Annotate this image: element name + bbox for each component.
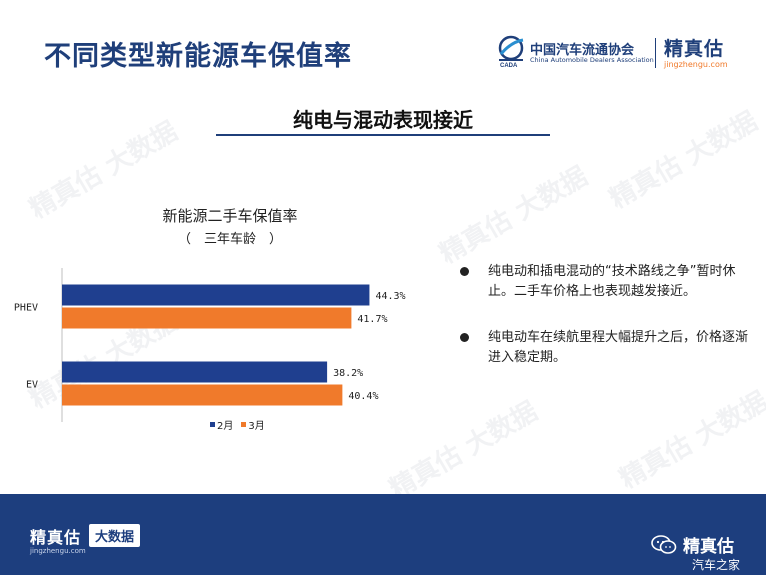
legend-item-mar: 3月 bbox=[241, 417, 265, 432]
bullet-dot-icon bbox=[460, 333, 469, 342]
chart-legend: 2月 3月 bbox=[210, 417, 265, 432]
watermark: 精真估 大数据 bbox=[434, 161, 593, 270]
bar-ev-s0 bbox=[62, 361, 328, 383]
wechat-label: 精真估 bbox=[683, 537, 734, 557]
jzg-name: 精真估 bbox=[664, 38, 725, 60]
wechat-icon bbox=[651, 534, 677, 554]
legend-label-feb: 2月 bbox=[217, 421, 234, 432]
bullet-list: 纯电动和插电混动的“技术路线之争”暂时休止。二手车价格上也表现越发接近。 纯电动… bbox=[460, 262, 750, 394]
footer-logo-name: 精真估 bbox=[30, 528, 82, 547]
bar-phev-s0 bbox=[62, 284, 370, 306]
watermark: 精真估 大数据 bbox=[604, 106, 763, 215]
jzg-url: jingzhengu.com bbox=[664, 60, 728, 69]
bullet-item: 纯电动和插电混动的“技术路线之争”暂时休止。二手车价格上也表现越发接近。 bbox=[460, 262, 750, 302]
footer-logo: 精真估 jingzhengu.com bbox=[30, 524, 86, 555]
legend-label-mar: 3月 bbox=[248, 421, 265, 432]
chart-subtitle: （ 三年车龄 ） bbox=[177, 232, 282, 247]
data-label: 41.7% bbox=[357, 314, 387, 325]
data-label: 38.2% bbox=[333, 368, 363, 379]
watermark: 精真估 大数据 bbox=[614, 386, 766, 495]
category-label: EV bbox=[26, 380, 38, 391]
svg-text:CADA: CADA bbox=[500, 63, 518, 68]
bar-phev-s1 bbox=[62, 307, 352, 329]
bullet-dot-icon bbox=[460, 267, 469, 276]
slide-title: 不同类型新能源车保值率 bbox=[44, 41, 352, 72]
section-subtitle: 纯电与混动表现接近 bbox=[293, 108, 473, 132]
logo-divider bbox=[655, 38, 656, 68]
corner-watermark: 汽车之家 bbox=[692, 558, 741, 572]
footer-logo-url: jingzhengu.com bbox=[30, 547, 86, 555]
cada-logo: CADA 中国汽车流通协会 China Automobile Dealers A… bbox=[496, 34, 654, 74]
cada-emblem-icon: CADA bbox=[498, 35, 524, 68]
legend-swatch-feb bbox=[210, 422, 215, 427]
bar-chart: PHEV 44.3% 41.7% EV 38.2% 40.4% bbox=[14, 268, 406, 422]
data-label: 40.4% bbox=[348, 391, 378, 402]
bullet-text: 纯电动和插电混动的“技术路线之争”暂时休止。二手车价格上也表现越发接近。 bbox=[488, 264, 736, 299]
cada-name-en: China Automobile Dealers Association bbox=[530, 56, 654, 64]
bullet-item: 纯电动车在续航里程大幅提升之后，价格逐渐进入稳定期。 bbox=[460, 328, 750, 368]
data-label: 44.3% bbox=[375, 291, 405, 302]
bullet-text: 纯电动车在续航里程大幅提升之后，价格逐渐进入稳定期。 bbox=[488, 330, 749, 365]
chart-title: 新能源二手车保值率 bbox=[162, 207, 298, 225]
jzg-logo: 精真估 jingzhengu.com bbox=[664, 34, 728, 69]
subtitle-underline bbox=[216, 134, 550, 136]
legend-item-feb: 2月 bbox=[210, 417, 233, 432]
cada-name-cn: 中国汽车流通协会 bbox=[530, 43, 635, 58]
footer-badge: 大数据 bbox=[89, 524, 141, 547]
bar-ev-s1 bbox=[62, 384, 343, 406]
wechat-account: 精真估 bbox=[651, 532, 734, 557]
category-label: PHEV bbox=[14, 303, 38, 314]
legend-swatch-mar bbox=[241, 422, 247, 427]
